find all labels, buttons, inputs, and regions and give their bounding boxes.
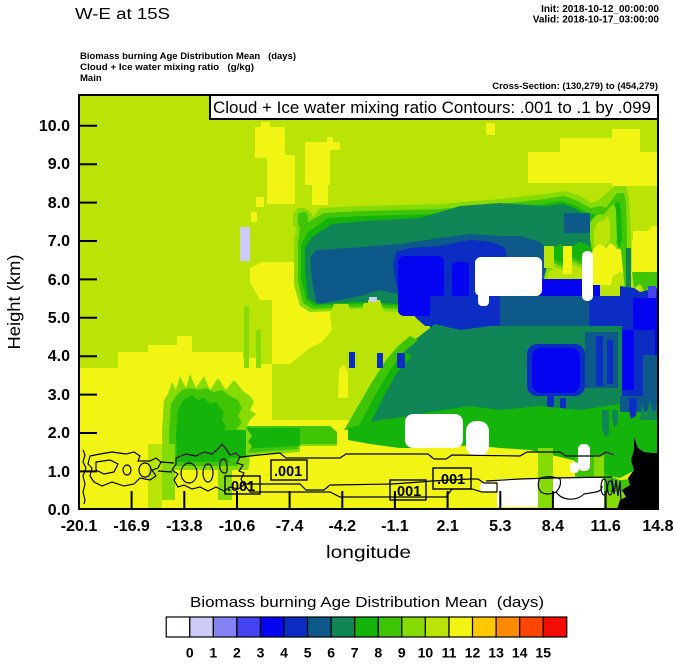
svg-text:Height (km): Height (km) [4, 255, 24, 350]
svg-text:7.0: 7.0 [48, 233, 70, 250]
svg-text:Main: Main [80, 73, 102, 84]
svg-text:14: 14 [512, 645, 528, 661]
svg-text:6: 6 [327, 645, 335, 661]
svg-text:-16.9: -16.9 [113, 518, 150, 535]
svg-text:-7.4: -7.4 [276, 518, 304, 535]
svg-text:4.0: 4.0 [48, 348, 70, 365]
svg-text:14.8: 14.8 [642, 518, 673, 535]
svg-text:Cloud + Ice water mixing ratio: Cloud + Ice water mixing ratio (g/kg) [80, 62, 254, 73]
svg-text:-20.1: -20.1 [61, 518, 98, 535]
svg-text:3.0: 3.0 [48, 387, 70, 404]
svg-text:11.6: 11.6 [590, 518, 620, 535]
svg-text:-13.8: -13.8 [166, 518, 203, 535]
svg-text:Biomass burning Age Distributi: Biomass burning Age Distribution Mean (d… [80, 51, 296, 62]
svg-text:-1.1: -1.1 [381, 518, 409, 535]
svg-text:4: 4 [280, 645, 288, 661]
svg-text:7: 7 [351, 645, 359, 661]
svg-text:15: 15 [535, 645, 551, 661]
svg-text:-4.2: -4.2 [329, 518, 357, 535]
svg-text:5: 5 [304, 645, 312, 661]
svg-text:9.0: 9.0 [48, 156, 70, 173]
svg-text:8.4: 8.4 [542, 518, 564, 535]
svg-text:Cloud + Ice water mixing ratio: Cloud + Ice water mixing ratio Contours:… [213, 99, 651, 117]
svg-text:.001: .001 [393, 484, 421, 500]
svg-text:6.0: 6.0 [48, 272, 70, 289]
svg-text:11: 11 [442, 645, 457, 661]
svg-text:9: 9 [398, 645, 406, 661]
svg-text:Init: 2018-10-12_00:00:00: Init: 2018-10-12_00:00:00 [541, 4, 659, 15]
svg-text:3: 3 [257, 645, 265, 661]
svg-text:.001: .001 [274, 464, 302, 480]
svg-text:2.1: 2.1 [436, 518, 458, 535]
svg-text:10.0: 10.0 [39, 118, 70, 135]
svg-text:13: 13 [488, 645, 504, 661]
svg-text:-10.6: -10.6 [219, 518, 256, 535]
svg-text:0: 0 [186, 645, 194, 661]
svg-text:8.0: 8.0 [48, 195, 70, 212]
svg-text:.001: .001 [437, 472, 465, 488]
svg-text:1: 1 [209, 645, 217, 661]
svg-text:12: 12 [465, 645, 481, 661]
svg-text:longitude: longitude [326, 542, 411, 562]
svg-text:5.0: 5.0 [48, 310, 70, 327]
svg-text:W-E at 15S: W-E at 15S [75, 6, 170, 23]
svg-text:.001: .001 [227, 479, 255, 495]
svg-text:Cross-Section: (130,279) to (4: Cross-Section: (130,279) to (454,279) [492, 81, 658, 92]
svg-text:10: 10 [418, 645, 434, 661]
svg-text:5.3: 5.3 [489, 518, 511, 535]
svg-text:0.0: 0.0 [48, 502, 70, 519]
svg-text:1.0: 1.0 [48, 464, 70, 481]
svg-text:2: 2 [233, 645, 241, 661]
svg-text:2.0: 2.0 [48, 425, 70, 442]
svg-text:Valid: 2018-10-17_03:00:00: Valid: 2018-10-17_03:00:00 [533, 15, 660, 26]
svg-text:Biomass burning Age Distributi: Biomass burning Age Distribution Mean (d… [190, 595, 544, 611]
svg-text:8: 8 [374, 645, 382, 661]
